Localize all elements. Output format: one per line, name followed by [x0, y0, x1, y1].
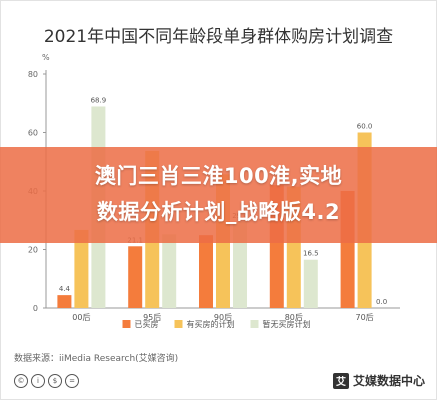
legend-swatch — [122, 320, 131, 328]
bar — [57, 295, 72, 308]
by-icon: i — [31, 374, 45, 388]
license-icons: © i $ = — [14, 374, 79, 388]
x-tick-label: 80后 — [285, 312, 303, 322]
y-tick-label: 60 — [28, 129, 38, 138]
data-label: 4.4 — [59, 285, 71, 293]
bar — [162, 234, 177, 308]
brand-logo-icon: 艾 — [332, 372, 349, 389]
bar — [303, 259, 318, 308]
banner-line-1: 澳门三肖三淮100淮,实地 — [94, 164, 343, 188]
y-tick-label: 0 — [33, 304, 38, 313]
cc-icon: © — [14, 374, 28, 388]
legend-swatch — [174, 320, 183, 328]
data-label: 68.9 — [91, 96, 107, 104]
x-tick-label: 00后 — [72, 312, 90, 322]
bar — [128, 246, 143, 308]
chart-title: 2021年中国不同年龄段单身群体购房计划调查 — [43, 27, 394, 47]
data-label: 60.0 — [357, 123, 373, 131]
bar — [199, 235, 213, 308]
legend-label: 暂无买房计划 — [263, 319, 311, 329]
data-label: 16.5 — [303, 250, 319, 258]
banner-line-2: 数据分析计划_战略版4.2 — [96, 200, 341, 224]
source-note: 数据来源：iiMedia Research(艾媒咨询) — [14, 354, 179, 364]
overlay-banner-text: 澳门三肖三淮100淮,实地 数据分析计划_战略版4.2 — [0, 158, 437, 230]
y-tick-label: 80 — [28, 70, 38, 79]
y-tick-label: 20 — [28, 246, 38, 255]
y-axis-label: % — [42, 53, 50, 62]
nd-icon: = — [65, 374, 79, 388]
overlay-banner — [0, 147, 437, 243]
x-tick-label: 70后 — [356, 312, 374, 322]
nc-icon: $ — [48, 374, 62, 388]
data-label: 0.0 — [376, 298, 387, 306]
legend-label: 已买房 — [135, 319, 159, 329]
x-tick-label: 95后 — [143, 312, 161, 322]
brand-logo-text: 艾媒数据中心 — [352, 374, 425, 388]
x-tick-label: 90后 — [214, 312, 232, 322]
brand-logo: 艾 艾媒数据中心 — [332, 372, 425, 389]
bar — [233, 222, 247, 308]
legend-swatch — [250, 320, 259, 328]
legend-label: 有买房的计划 — [187, 319, 235, 329]
bar — [74, 229, 89, 308]
